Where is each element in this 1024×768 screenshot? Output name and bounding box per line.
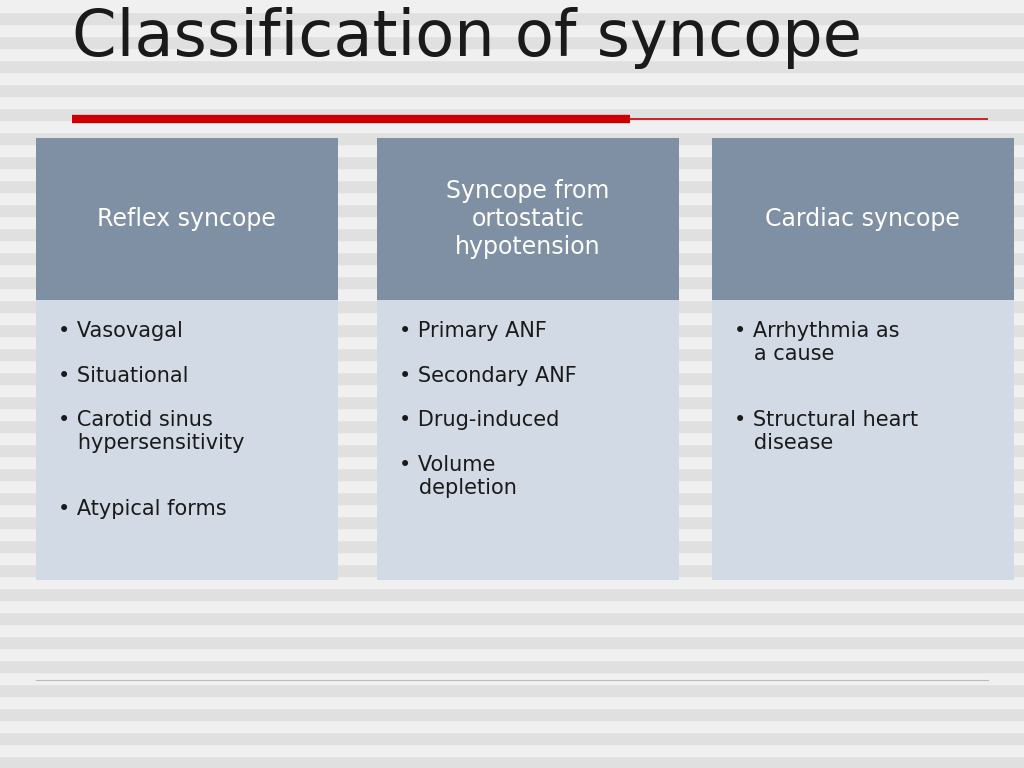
- Bar: [0, 444, 1024, 456]
- Bar: [0, 120, 1024, 132]
- Bar: [0, 756, 1024, 768]
- Bar: [0, 288, 1024, 300]
- Bar: [0, 264, 1024, 276]
- Bar: [0, 420, 1024, 432]
- FancyBboxPatch shape: [377, 300, 679, 580]
- FancyBboxPatch shape: [377, 138, 679, 300]
- Bar: [0, 216, 1024, 228]
- Bar: [0, 336, 1024, 348]
- Bar: [0, 732, 1024, 744]
- Bar: [0, 300, 1024, 312]
- Bar: [0, 252, 1024, 264]
- Bar: [0, 156, 1024, 168]
- Text: Cardiac syncope: Cardiac syncope: [765, 207, 961, 231]
- Bar: [0, 708, 1024, 720]
- Bar: [0, 84, 1024, 96]
- Bar: [0, 72, 1024, 84]
- Bar: [0, 504, 1024, 516]
- Bar: [0, 36, 1024, 48]
- Bar: [0, 576, 1024, 588]
- Bar: [0, 492, 1024, 504]
- Bar: [0, 240, 1024, 252]
- Text: • Volume
   depletion: • Volume depletion: [399, 455, 517, 498]
- Bar: [0, 0, 1024, 12]
- Text: • Atypical forms: • Atypical forms: [58, 499, 227, 519]
- Bar: [0, 12, 1024, 24]
- Bar: [0, 516, 1024, 528]
- Bar: [0, 540, 1024, 552]
- Bar: [0, 588, 1024, 600]
- Bar: [0, 480, 1024, 492]
- Bar: [0, 168, 1024, 180]
- Bar: [0, 672, 1024, 684]
- Bar: [0, 96, 1024, 108]
- Text: • Carotid sinus
   hypersensitivity: • Carotid sinus hypersensitivity: [58, 410, 245, 453]
- Text: • Arrhythmia as
   a cause: • Arrhythmia as a cause: [734, 321, 900, 364]
- Bar: [0, 180, 1024, 192]
- Bar: [0, 396, 1024, 408]
- Bar: [0, 720, 1024, 732]
- Bar: [0, 660, 1024, 672]
- Bar: [0, 132, 1024, 144]
- Bar: [0, 468, 1024, 480]
- Bar: [0, 228, 1024, 240]
- Bar: [0, 48, 1024, 60]
- Bar: [0, 528, 1024, 540]
- Bar: [0, 432, 1024, 444]
- Text: Classification of syncope: Classification of syncope: [72, 7, 861, 69]
- Bar: [0, 600, 1024, 612]
- Bar: [0, 384, 1024, 396]
- Bar: [0, 60, 1024, 72]
- Bar: [0, 624, 1024, 636]
- Bar: [0, 648, 1024, 660]
- FancyBboxPatch shape: [712, 138, 1014, 300]
- Bar: [0, 684, 1024, 696]
- Bar: [0, 636, 1024, 648]
- Bar: [0, 144, 1024, 156]
- Text: • Drug-induced: • Drug-induced: [399, 410, 560, 430]
- Bar: [0, 276, 1024, 288]
- Bar: [0, 552, 1024, 564]
- Text: • Secondary ANF: • Secondary ANF: [399, 366, 578, 386]
- Bar: [0, 744, 1024, 756]
- Text: Syncope from
ortostatic
hypotension: Syncope from ortostatic hypotension: [446, 179, 609, 259]
- Bar: [0, 192, 1024, 204]
- Bar: [0, 24, 1024, 36]
- Text: • Structural heart
   disease: • Structural heart disease: [734, 410, 919, 453]
- Text: • Vasovagal: • Vasovagal: [58, 321, 183, 341]
- Text: • Primary ANF: • Primary ANF: [399, 321, 547, 341]
- Text: • Situational: • Situational: [58, 366, 188, 386]
- Bar: [0, 612, 1024, 624]
- Bar: [0, 696, 1024, 708]
- Bar: [0, 312, 1024, 324]
- Bar: [0, 348, 1024, 360]
- Bar: [0, 324, 1024, 336]
- Bar: [0, 372, 1024, 384]
- FancyBboxPatch shape: [712, 300, 1014, 580]
- Bar: [0, 360, 1024, 372]
- Bar: [0, 108, 1024, 120]
- FancyBboxPatch shape: [36, 138, 338, 300]
- Bar: [0, 456, 1024, 468]
- Bar: [0, 408, 1024, 420]
- FancyBboxPatch shape: [36, 300, 338, 580]
- Text: Reflex syncope: Reflex syncope: [97, 207, 276, 231]
- Bar: [0, 564, 1024, 576]
- Bar: [0, 204, 1024, 216]
